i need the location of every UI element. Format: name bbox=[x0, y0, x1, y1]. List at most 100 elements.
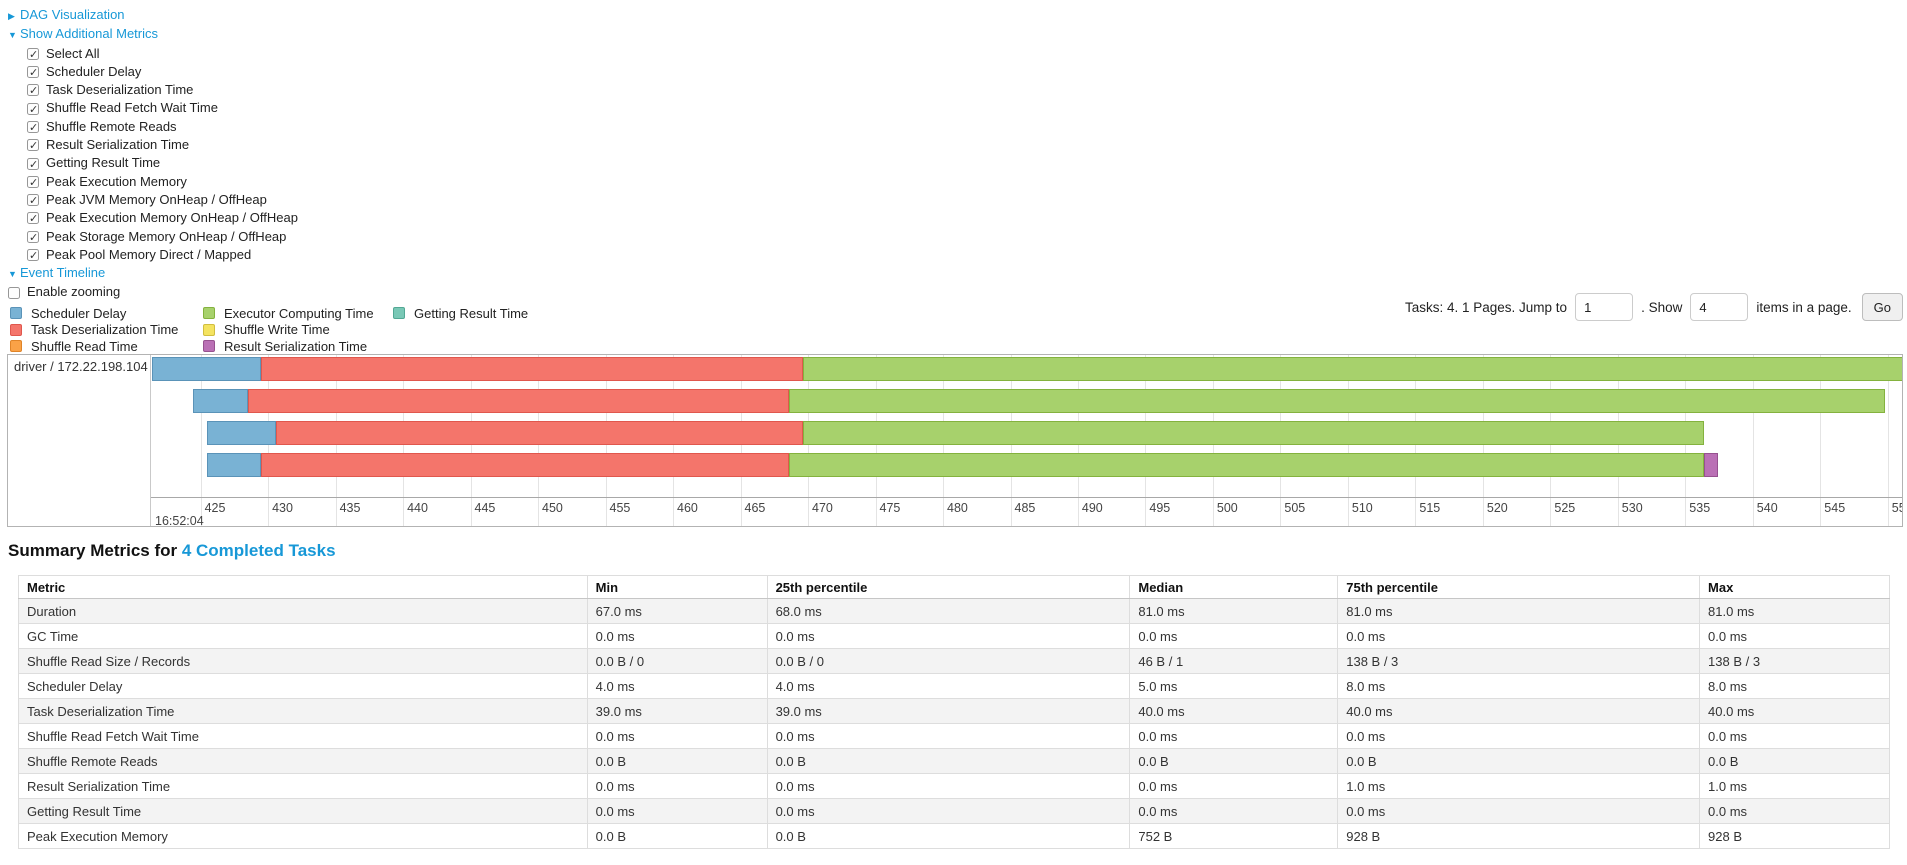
legend-item-result-serialization: Result Serialization Time bbox=[203, 338, 393, 355]
enable-zooming-checkbox[interactable] bbox=[8, 286, 20, 299]
metric-checkbox[interactable] bbox=[27, 210, 39, 229]
metric-checkbox[interactable] bbox=[27, 64, 39, 82]
metric-checkbox[interactable] bbox=[27, 229, 39, 247]
chevron-right-icon: ▶ bbox=[8, 11, 15, 21]
task-segment-executor-computing[interactable] bbox=[789, 389, 1886, 413]
metric-checkbox[interactable] bbox=[27, 247, 39, 265]
summary-metric-value: 0.0 ms bbox=[1337, 723, 1701, 749]
summary-metric-name: Shuffle Remote Reads bbox=[18, 748, 588, 774]
metric-checkbox[interactable] bbox=[27, 101, 39, 119]
metric-checkbox[interactable] bbox=[27, 82, 39, 101]
summary-metric-value: 68.0 ms bbox=[766, 598, 1131, 624]
task-segment-executor-computing[interactable] bbox=[802, 421, 1705, 445]
timeline-tick-label: 435 bbox=[339, 501, 361, 515]
summary-metric-value: 0.0 B / 0 bbox=[586, 648, 768, 674]
enable-zooming-row[interactable]: Enable zooming bbox=[8, 283, 298, 301]
summary-metric-name: Scheduler Delay bbox=[18, 673, 588, 699]
task-segment-executor-computing[interactable] bbox=[802, 357, 1902, 381]
dag-visualization-label: DAG Visualization bbox=[20, 7, 125, 22]
summary-metric-value: 0.0 ms bbox=[766, 798, 1131, 824]
show-additional-metrics-toggle[interactable]: ▼ Show Additional Metrics bbox=[8, 25, 298, 44]
legend-item-getting-result: Getting Result Time bbox=[393, 305, 528, 322]
summary-metrics-heading: Summary Metrics for 4 Completed Tasks bbox=[8, 541, 336, 561]
legend-item-label: Scheduler Delay bbox=[31, 305, 127, 321]
items-per-page-input[interactable] bbox=[1690, 293, 1749, 321]
metric-checkbox-row[interactable]: Peak Execution Memory OnHeap / OffHeap bbox=[8, 209, 298, 229]
task-segment-scheduler-delay[interactable] bbox=[192, 389, 248, 413]
task-timeline-bar[interactable] bbox=[8, 421, 1902, 445]
summary-column-header: Median bbox=[1129, 575, 1339, 599]
summary-metric-value: 928 B bbox=[1337, 823, 1701, 849]
summary-metric-name: Shuffle Read Size / Records bbox=[18, 648, 588, 674]
timeline-gridline bbox=[1887, 355, 1889, 526]
metric-checkbox-row[interactable]: Task Deserialization Time bbox=[8, 81, 298, 101]
task-segment-task-deserialization[interactable] bbox=[276, 421, 803, 445]
metric-checkbox-row[interactable]: Select All bbox=[8, 45, 298, 64]
metric-checkbox-row[interactable]: Peak Execution Memory bbox=[8, 173, 298, 192]
go-button[interactable]: Go bbox=[1861, 293, 1903, 321]
timeline-tick-label: 535 bbox=[1689, 501, 1711, 515]
metric-checkbox[interactable] bbox=[27, 137, 39, 156]
timeline-tick-label: 475 bbox=[879, 501, 901, 515]
summary-column-header: Min bbox=[586, 575, 768, 599]
summary-metric-name: GC Time bbox=[18, 623, 588, 649]
task-segment-scheduler-delay[interactable] bbox=[152, 357, 262, 381]
legend-swatch-icon bbox=[10, 323, 22, 336]
summary-metric-value: 0.0 B bbox=[1129, 748, 1339, 774]
metric-checkbox-label: Peak Execution Memory OnHeap / OffHeap bbox=[46, 210, 298, 226]
summary-heading-prefix: Summary Metrics for bbox=[8, 541, 182, 560]
summary-table-row: Shuffle Read Fetch Wait Time 0.0 ms 0.0 ms… bbox=[18, 723, 1890, 749]
timeline-tick-label: 455 bbox=[609, 501, 631, 515]
timeline-tick-label: 520 bbox=[1486, 501, 1508, 515]
metric-checkbox[interactable] bbox=[27, 192, 39, 210]
metric-checkbox-row[interactable]: Peak Pool Memory Direct / Mapped bbox=[8, 246, 298, 265]
jump-to-page-input[interactable] bbox=[1575, 293, 1634, 321]
event-timeline-chart: driver / 172.22.198.104 16:52:04 425 430 4… bbox=[7, 354, 1903, 527]
metric-checkbox-row[interactable]: Result Serialization Time bbox=[8, 136, 298, 156]
timeline-tick-label: 545 bbox=[1824, 501, 1846, 515]
legend-swatch-icon bbox=[10, 340, 22, 353]
event-timeline-toggle[interactable]: ▼ Event Timeline bbox=[8, 264, 298, 283]
metric-checkbox-row[interactable]: Shuffle Read Fetch Wait Time bbox=[8, 99, 298, 119]
task-segment-task-deserialization[interactable] bbox=[247, 389, 790, 413]
task-segment-task-deserialization[interactable] bbox=[261, 453, 790, 477]
metric-checkbox-label: Peak Pool Memory Direct / Mapped bbox=[46, 246, 252, 262]
metric-checkbox-row[interactable]: Shuffle Remote Reads bbox=[8, 118, 298, 137]
summary-metric-value: 0.0 B bbox=[1699, 748, 1890, 774]
timeline-axis bbox=[8, 497, 1902, 526]
summary-metric-value: 40.0 ms bbox=[1699, 698, 1890, 724]
timeline-tick-label: 450 bbox=[542, 501, 563, 515]
timeline-tick-label: 540 bbox=[1756, 501, 1778, 515]
metric-checkbox-row[interactable]: Getting Result Time bbox=[8, 154, 298, 174]
metric-checkbox-row[interactable]: Scheduler Delay bbox=[8, 63, 298, 82]
legend-swatch-icon bbox=[203, 307, 215, 320]
timeline-tick-label: 490 bbox=[1081, 501, 1103, 515]
summary-metric-value: 138 B / 3 bbox=[1699, 648, 1890, 674]
summary-table-row: Result Serialization Time 0.0 ms 0.0 ms 0.0… bbox=[18, 773, 1890, 799]
task-timeline-bar[interactable] bbox=[8, 453, 1902, 477]
task-segment-task-deserialization[interactable] bbox=[261, 357, 803, 381]
timeline-tick-label: 525 bbox=[1554, 501, 1576, 515]
task-segment-scheduler-delay[interactable] bbox=[207, 453, 262, 477]
completed-tasks-link[interactable]: 4 Completed Tasks bbox=[181, 541, 336, 560]
summary-metrics-table: Metric Min 25th percentile Median 75th perce… bbox=[18, 575, 1890, 849]
metric-checkbox[interactable] bbox=[27, 174, 39, 192]
summary-column-header: 75th percentile bbox=[1337, 575, 1701, 599]
metric-checkbox[interactable] bbox=[27, 119, 39, 137]
metric-checkbox-row[interactable]: Peak JVM Memory OnHeap / OffHeap bbox=[8, 191, 298, 210]
dag-visualization-toggle[interactable]: ▶ DAG Visualization bbox=[8, 6, 298, 25]
task-segment-scheduler-delay[interactable] bbox=[207, 421, 277, 445]
metric-checkbox[interactable] bbox=[27, 46, 39, 64]
metric-checkbox-label: Peak JVM Memory OnHeap / OffHeap bbox=[46, 191, 267, 207]
timeline-tick-label: 460 bbox=[677, 501, 698, 515]
task-timeline-bar[interactable] bbox=[8, 389, 1902, 413]
task-timeline-bar[interactable] bbox=[8, 357, 1902, 381]
task-segment-executor-computing[interactable] bbox=[789, 453, 1705, 477]
metric-checkbox[interactable] bbox=[27, 156, 39, 174]
legend-item-label: Shuffle Read Time bbox=[31, 338, 138, 354]
metric-checkbox-row[interactable]: Peak Storage Memory OnHeap / OffHeap bbox=[8, 228, 298, 247]
summary-table-row: Scheduler Delay 4.0 ms 4.0 ms 5.0 ms 8.0 ms 8… bbox=[18, 673, 1890, 699]
timeline-tick-label: 530 bbox=[1621, 501, 1643, 515]
task-segment-result-serialization[interactable] bbox=[1704, 453, 1718, 477]
summary-metric-value: 39.0 ms bbox=[766, 698, 1131, 724]
